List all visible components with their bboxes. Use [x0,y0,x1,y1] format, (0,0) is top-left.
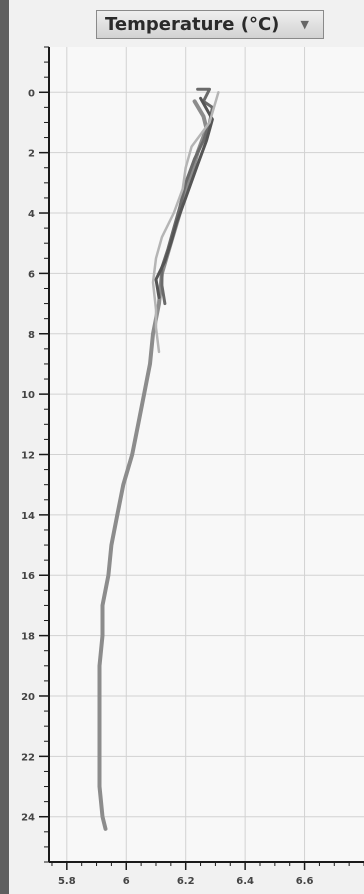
series-line [97,99,209,831]
y-tick-label: 14 [21,511,35,522]
series-line [151,91,220,354]
chevron-down-icon[interactable]: ▼ [300,18,309,31]
x-tick-label: 6.6 [296,876,314,887]
y-tick-label: 10 [21,390,35,401]
series-lines [97,87,220,831]
y-tick-label: 0 [28,88,35,99]
ticks [39,46,364,870]
series-line [154,96,214,299]
y-tick-label: 12 [21,451,35,462]
y-tick-label: 18 [21,632,35,643]
y-tick-label: 2 [28,149,35,160]
gridlines [49,47,364,862]
y-tick-label: 22 [21,752,35,763]
y-tick-label: 24 [21,813,35,824]
x-tick-label: 6.2 [177,876,195,887]
y-tick-label: 6 [28,269,35,280]
y-tick-label: 16 [21,571,35,582]
x-tick-label: 5.8 [58,876,76,887]
x-tick-label: 6.4 [236,876,254,887]
x-tick-label: 6 [123,876,130,887]
variable-select-label: Temperature (°C) [105,14,280,35]
y-tick-label: 20 [21,692,35,703]
y-tick-label: 8 [28,330,35,341]
y-tick-label: 4 [28,209,35,220]
variable-select[interactable]: Temperature (°C) ▼ [96,10,324,39]
